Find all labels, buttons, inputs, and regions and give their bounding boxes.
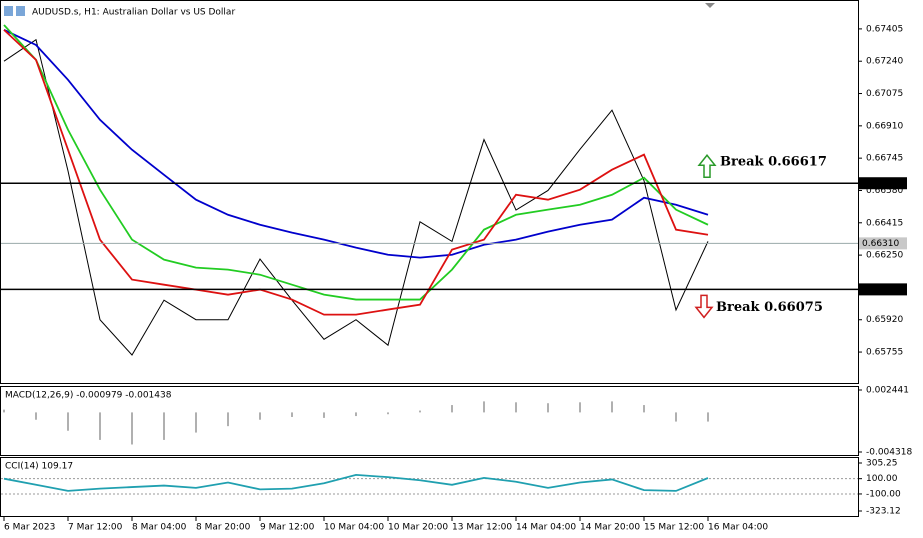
icon: [4, 6, 13, 16]
price-panel: [0, 0, 859, 384]
up-arrow: [697, 154, 717, 178]
y-tick-label: 0.66910: [866, 121, 903, 131]
histogram-bar: [3, 409, 5, 413]
histogram-bar: [35, 412, 37, 420]
y-tick-label: 0.65755: [866, 348, 903, 358]
price-label: 0.66075: [862, 285, 899, 295]
histogram-bar: [291, 412, 293, 417]
histogram-bar: [195, 412, 197, 433]
line: [3, 38, 709, 356]
down-arrow: [694, 294, 714, 319]
macd-panel: [0, 386, 859, 456]
y-tick-label: -0.004318: [866, 448, 912, 458]
y-tick-label: 0.65920: [866, 315, 903, 325]
histogram-bar: [131, 412, 133, 445]
price-label-box: [859, 237, 907, 250]
histogram-bar: [483, 401, 485, 413]
cci-title: CCI(14) 109.17: [5, 462, 73, 472]
y-tick-label: -100.00: [866, 489, 901, 499]
line: [3, 473, 709, 492]
x-tick-label: 10 Mar 20:00: [388, 523, 448, 533]
price-label: 0.66617: [862, 179, 899, 189]
y-tick-label: 0.67405: [866, 24, 903, 34]
histogram-bar: [67, 412, 69, 431]
annotation: Break 0.66075: [716, 300, 823, 315]
histogram-bar: [227, 412, 229, 427]
price-label-box: [859, 283, 907, 296]
histogram-bar: [515, 402, 517, 413]
annotation: Break 0.66617: [720, 155, 827, 170]
y-tick-label: 0.66415: [866, 218, 903, 228]
x-tick-label: 8 Mar 20:00: [196, 523, 251, 533]
macd-title: MACD(12,26,9) -0.000979 -0.001438: [5, 391, 172, 401]
histogram-bar: [387, 412, 389, 415]
cci-panel: [0, 457, 859, 517]
histogram-bar: [579, 402, 581, 413]
shift-marker: [705, 3, 715, 8]
price-label-box: [859, 177, 907, 190]
x-tick-label: 10 Mar 04:00: [324, 523, 384, 533]
y-tick-label: 0.66745: [866, 154, 903, 164]
histogram-bar: [355, 412, 357, 417]
line: [3, 29, 709, 316]
x-tick-label: 14 Mar 04:00: [516, 523, 576, 533]
x-tick-label: 6 Mar 2023: [4, 523, 55, 533]
y-tick-label: 0.67240: [866, 57, 903, 67]
x-tick-label: 15 Mar 12:00: [644, 523, 704, 533]
x-tick-label: 14 Mar 20:00: [580, 523, 640, 533]
line: [3, 24, 709, 301]
x-tick-label: 8 Mar 04:00: [132, 523, 187, 533]
histogram-bar: [99, 412, 101, 440]
x-tick-label: 13 Mar 12:00: [452, 523, 512, 533]
histogram-bar: [611, 401, 613, 413]
icon: [16, 6, 25, 16]
y-tick-label: 100.00: [866, 474, 898, 484]
y-tick-label: 0.66250: [866, 251, 903, 261]
y-tick-label: 0.002441: [866, 386, 909, 396]
y-tick-label: 0.67075: [866, 89, 903, 99]
chart-title: AUDUSD.s, H1: Australian Dollar vs US Do…: [32, 8, 235, 18]
histogram-bar: [259, 412, 261, 420]
y-tick-label: -323.12: [866, 507, 901, 517]
y-tick-label: 0.66580: [866, 186, 903, 196]
histogram-bar: [643, 405, 645, 413]
histogram-bar: [163, 412, 165, 440]
histogram-bar: [707, 412, 709, 422]
x-tick-label: 9 Mar 12:00: [260, 523, 315, 533]
price-label: 0.66310: [862, 239, 899, 249]
histogram-bar: [675, 412, 677, 422]
line: [3, 29, 709, 259]
histogram-bar: [323, 412, 325, 418]
histogram-bar: [547, 403, 549, 413]
x-tick-label: 7 Mar 12:00: [68, 523, 123, 533]
histogram-bar: [451, 405, 453, 413]
y-tick-label: 305.25: [866, 459, 898, 469]
histogram-bar: [419, 410, 421, 413]
x-tick-label: 16 Mar 04:00: [708, 523, 768, 533]
